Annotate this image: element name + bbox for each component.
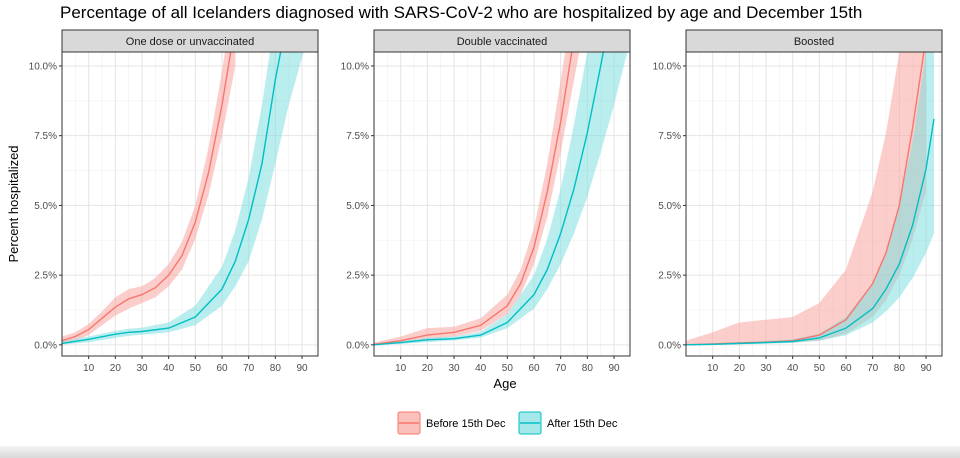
x-tick-label: 40 (163, 363, 175, 374)
x-tick-label: 10 (83, 363, 95, 374)
legend-label: Before 15th Dec (426, 418, 506, 430)
y-tick-label: 7.5% (346, 131, 369, 142)
y-tick-label: 0.0% (34, 340, 57, 351)
x-tick-label: 80 (270, 363, 282, 374)
x-tick-label: 10 (395, 363, 407, 374)
x-tick-label: 70 (243, 363, 255, 374)
x-tick-label: 70 (867, 363, 879, 374)
confidence-band-before (62, 52, 236, 344)
panel-0: One dose or unvaccinated 0.0% 2.5% 5.0% 7.5%… (29, 29, 319, 374)
x-tick-label: 60 (840, 363, 852, 374)
y-tick-label: 0.0% (346, 340, 369, 351)
confidence-band-after (374, 52, 628, 345)
x-tick-label: 90 (608, 363, 620, 374)
x-tick-label: 40 (475, 363, 487, 374)
x-tick-label: 50 (814, 363, 826, 374)
panel-border (61, 51, 319, 357)
legend-item-after: After 15th Dec (518, 411, 618, 435)
facet-strip-label: One dose or unvaccinated (126, 36, 254, 48)
y-tick-label: 10.0% (29, 61, 57, 72)
series-line-after (374, 52, 605, 346)
x-tick-label: 60 (216, 363, 228, 374)
series-line-after (62, 52, 282, 345)
panel-border (685, 51, 943, 357)
facet-panels: One dose or unvaccinated 0.0% 2.5% 5.0% 7.5%… (29, 29, 943, 374)
series-line-before (62, 52, 232, 342)
legend-label: After 15th Dec (547, 418, 618, 430)
y-tick-label: 5.0% (346, 201, 369, 212)
series-group (686, 52, 935, 346)
y-tick-label: 7.5% (34, 131, 57, 142)
x-tick-label: 20 (734, 363, 746, 374)
panel-2: Boosted 0.0% 2.5% 5.0% 7.5% 10.0% 10 20 30 40 50 60… (653, 29, 943, 374)
series-group (62, 52, 304, 345)
y-tick-label: 7.5% (658, 131, 681, 142)
x-tick-label: 90 (296, 363, 308, 374)
facet-strip-label: Boosted (794, 36, 834, 48)
x-tick-label: 60 (528, 363, 540, 374)
y-tick-label: 10.0% (653, 61, 681, 72)
x-tick-label: 50 (190, 363, 202, 374)
x-tick-label: 80 (582, 363, 594, 374)
y-axis-title: Percent hospitalized (6, 145, 21, 262)
facet-strip-label: Double vaccinated (457, 36, 548, 48)
y-tick-label: 2.5% (658, 271, 681, 282)
y-tick-label: 0.0% (658, 340, 681, 351)
legend-item-before: Before 15th Dec (397, 411, 506, 435)
x-axis-title: Age (493, 376, 516, 391)
confidence-band-before (686, 52, 926, 345)
series-line-after (686, 118, 935, 346)
x-tick-label: 80 (894, 363, 906, 374)
y-tick-label: 10.0% (341, 61, 369, 72)
x-tick-label: 30 (760, 363, 772, 374)
series-group (374, 52, 628, 346)
window-bottom-edge (0, 446, 960, 458)
confidence-band-before (374, 52, 580, 345)
x-tick-label: 30 (136, 363, 148, 374)
x-tick-label: 20 (110, 363, 122, 374)
chart-title: Percentage of all Icelanders diagnosed w… (60, 3, 862, 22)
series-line-before (374, 52, 573, 345)
x-tick-label: 30 (448, 363, 460, 374)
x-tick-label: 90 (920, 363, 932, 374)
x-tick-label: 70 (555, 363, 567, 374)
y-tick-label: 2.5% (34, 271, 57, 282)
y-tick-label: 2.5% (346, 271, 369, 282)
confidence-band-after (62, 52, 304, 345)
legend: Before 15th Dec After 15th Dec (397, 411, 618, 435)
y-tick-label: 5.0% (34, 201, 57, 212)
y-tick-label: 5.0% (658, 201, 681, 212)
x-tick-label: 10 (707, 363, 719, 374)
x-tick-label: 40 (787, 363, 799, 374)
panel-border (373, 51, 631, 357)
x-tick-label: 20 (422, 363, 434, 374)
panel-1: Double vaccinated 0.0% 2.5% 5.0% 7.5% 10.0% 10… (341, 29, 631, 374)
x-tick-label: 50 (502, 363, 514, 374)
